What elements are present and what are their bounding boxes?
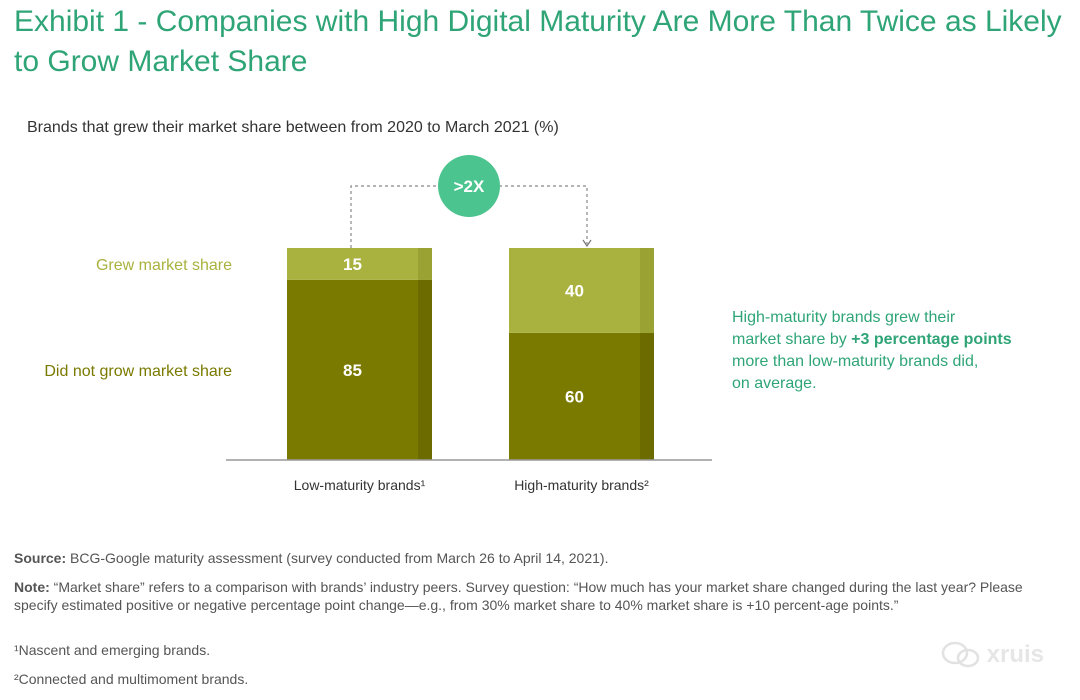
annotation-highlight: +3 percentage points	[851, 331, 1012, 348]
chat-bubbles-icon	[941, 641, 979, 668]
category-label-0: Low-maturity brands¹	[294, 477, 426, 493]
watermark-text: xruis	[986, 641, 1044, 668]
legend-grew: Grew market share	[96, 257, 232, 274]
watermark: xruis	[941, 641, 1044, 669]
value-label-grew-1: 40	[565, 281, 584, 300]
bar-grew-shade-1	[640, 248, 654, 333]
annotation-line-3: more than low-maturity brands did,	[732, 353, 979, 370]
connector-arrow-icon	[582, 239, 592, 248]
annotation-line-4: on average.	[732, 375, 817, 392]
bar-not-grew-shade-0	[418, 279, 432, 460]
legend-not-grew: Did not grow market share	[44, 363, 232, 380]
bar-not-grew-shade-1	[640, 332, 654, 460]
bar-not-grew-0	[287, 279, 432, 460]
annotation-line-2: market share by +3 percentage points	[732, 331, 1012, 348]
multiplier-badge	[438, 155, 500, 217]
bar-not-grew-1	[509, 332, 654, 460]
chart-subtitle: Brands that grew their market share betw…	[27, 119, 559, 136]
multiplier-badge-label: >2X	[454, 177, 485, 196]
bar-grew-0	[287, 248, 432, 280]
category-label-1: High-maturity brands²	[514, 477, 649, 493]
value-label-not-grew-1: 60	[565, 387, 584, 406]
annotation-text: High-maturity brands grew their market s…	[732, 307, 1062, 395]
value-label-grew-0: 15	[343, 255, 362, 274]
source-note: Source: BCG-Google maturity assessment (…	[14, 550, 609, 566]
annotation-line-1: High-maturity brands grew their	[732, 309, 956, 326]
chart-title: Exhibit 1 - Companies with High Digital …	[14, 5, 1062, 78]
bar-grew-1	[509, 248, 654, 333]
footnote-2: ²Connected and multimoment brands.	[14, 671, 249, 687]
value-label-not-grew-0: 85	[343, 361, 362, 380]
survey-note: Note: “Market share” refers to a compari…	[14, 579, 1023, 613]
bar-grew-shade-0	[418, 248, 432, 280]
footnote-1: ¹Nascent and emerging brands.	[14, 642, 211, 658]
